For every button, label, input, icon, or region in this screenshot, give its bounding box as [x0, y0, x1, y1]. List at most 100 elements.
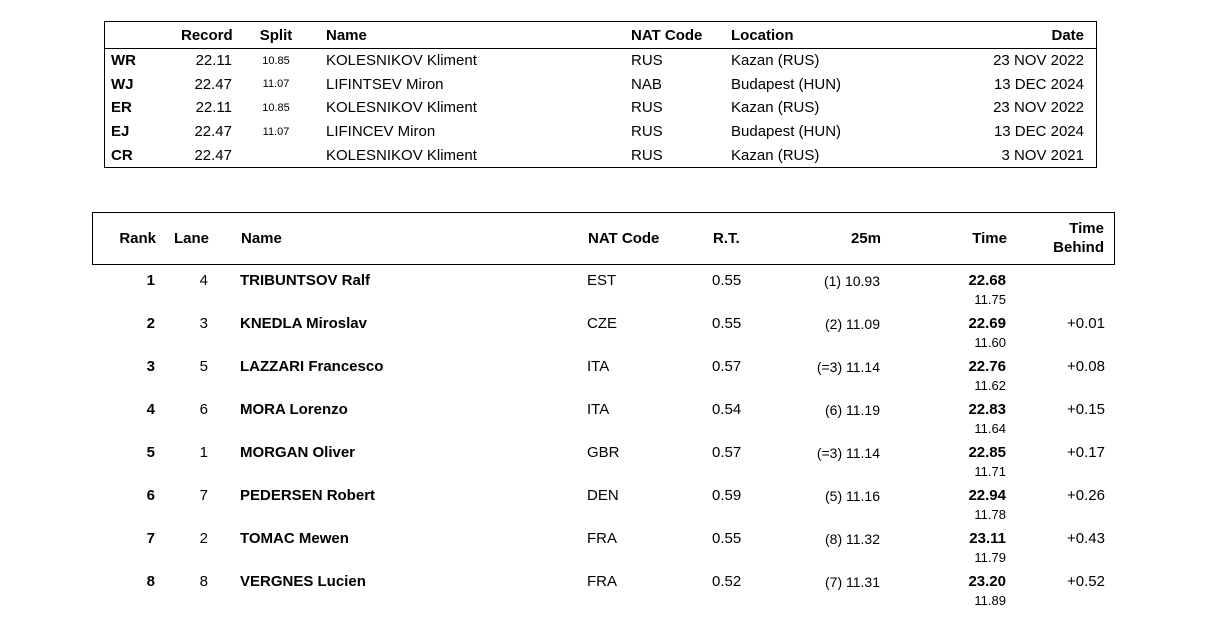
result-row: 1 4 TRIBUNTSOV Ralf EST 0.55 (1) 10.93 2… [92, 272, 1115, 315]
record-row-ej: EJ 22.47 11.07 LIFINCEV Miron RUS Budape… [105, 120, 1096, 144]
25m-split-cell: (7) 11.31 [825, 574, 880, 590]
results-table: Rank Lane Name NAT Code R.T. 25m Time Ti… [92, 212, 1115, 616]
record-date: 13 DEC 2024 [993, 123, 1084, 141]
final-time: 22.76 [968, 358, 1006, 375]
reaction-time-cell: 0.57 [712, 358, 742, 375]
swimmer-name-cell: MORGAN Oliver [240, 444, 356, 461]
final-time: 22.94 [968, 487, 1006, 504]
time-behind-cell: +0.43 [1067, 530, 1105, 547]
nat-code-cell: ITA [587, 401, 610, 418]
records-header-row: Record Split Name NAT Code Location Date [105, 22, 1096, 49]
reaction-time-cell: 0.55 [712, 530, 742, 547]
lane-cell: 5 [199, 358, 208, 375]
records-table: Record Split Name NAT Code Location Date… [104, 21, 1097, 168]
record-label: WJ [111, 75, 134, 93]
time-cell: 22.69 11.60 [892, 315, 1012, 350]
result-row: 6 7 PEDERSEN Robert DEN 0.59 (5) 11.16 2… [92, 487, 1115, 530]
record-time: 22.47 [194, 123, 232, 141]
results-header-lane: Lane [173, 230, 209, 247]
second-lap-split: 11.62 [974, 378, 1006, 393]
time-behind-cell: +0.15 [1067, 401, 1105, 418]
record-location: Kazan (RUS) [731, 146, 820, 164]
time-behind-cell: +0.01 [1067, 315, 1105, 332]
nat-code-cell: ITA [587, 358, 610, 375]
swimmer-name-cell: PEDERSEN Robert [240, 487, 376, 504]
rank-cell: 3 [146, 358, 155, 375]
swimmer-name-cell: TOMAC Mewen [240, 530, 349, 547]
results-header-rank: Rank [119, 230, 156, 247]
time-cell: 22.76 11.62 [892, 358, 1012, 393]
result-row: 4 6 MORA Lorenzo ITA 0.54 (6) 11.19 22.8… [92, 401, 1115, 444]
record-time: 22.11 [195, 99, 232, 117]
record-holder-name: KOLESNIKOV Kliment [326, 146, 477, 164]
second-lap-split: 11.89 [974, 593, 1006, 608]
reaction-time-cell: 0.57 [712, 444, 742, 461]
rank-cell: 7 [146, 530, 155, 547]
record-row-cr: CR 22.47 KOLESNIKOV Kliment RUS Kazan (R… [105, 143, 1096, 167]
record-split: 10.85 [262, 101, 290, 114]
record-nat-code: RUS [631, 99, 663, 117]
final-time: 22.69 [968, 315, 1006, 332]
record-row-wr: WR 22.11 10.85 KOLESNIKOV Kliment RUS Ka… [105, 49, 1096, 73]
result-row: 2 3 KNEDLA Miroslav CZE 0.55 (2) 11.09 2… [92, 315, 1115, 358]
time-behind-cell: +0.08 [1067, 358, 1105, 375]
final-time: 22.85 [968, 444, 1006, 461]
results-header-time-behind: Time Behind [1053, 219, 1104, 256]
record-time: 22.11 [195, 52, 232, 70]
rank-cell: 6 [146, 487, 155, 504]
record-location: Budapest (HUN) [731, 75, 842, 93]
record-location: Kazan (RUS) [731, 99, 820, 117]
time-cell: 22.94 11.78 [892, 487, 1012, 522]
results-header-nat-code: NAT Code [588, 230, 660, 247]
swimmer-name-cell: LAZZARI Francesco [240, 358, 384, 375]
results-body: 1 4 TRIBUNTSOV Ralf EST 0.55 (1) 10.93 2… [92, 265, 1115, 616]
results-header-25m: 25m [850, 230, 881, 247]
record-row-er: ER 22.11 10.85 KOLESNIKOV Kliment RUS Ka… [105, 96, 1096, 120]
second-lap-split: 11.78 [974, 507, 1006, 522]
results-header-time: Time [972, 230, 1007, 247]
record-nat-code: NAB [631, 75, 662, 93]
record-row-wj: WJ 22.47 11.07 LIFINTSEV Miron NAB Budap… [105, 73, 1096, 97]
lane-cell: 3 [199, 315, 208, 332]
rank-cell: 1 [146, 272, 155, 289]
results-header-reaction-time: R.T. [713, 230, 740, 247]
swimmer-name-cell: MORA Lorenzo [240, 401, 348, 418]
second-lap-split: 11.71 [974, 464, 1006, 479]
time-cell: 22.68 11.75 [892, 272, 1012, 307]
record-time: 22.47 [194, 75, 232, 93]
results-header-row: Rank Lane Name NAT Code R.T. 25m Time Ti… [92, 212, 1115, 265]
record-location: Budapest (HUN) [731, 123, 842, 141]
results-header-name: Name [241, 230, 282, 247]
swimmer-name-cell: KNEDLA Miroslav [240, 315, 367, 332]
record-location: Kazan (RUS) [731, 52, 820, 70]
25m-split-cell: (1) 10.93 [823, 273, 880, 289]
nat-code-cell: CZE [587, 315, 617, 332]
25m-split-cell: (6) 11.19 [825, 402, 880, 418]
record-nat-code: RUS [631, 52, 663, 70]
nat-code-cell: FRA [587, 530, 617, 547]
result-row: 8 8 VERGNES Lucien FRA 0.52 (7) 11.31 23… [92, 573, 1115, 616]
record-time: 22.47 [194, 146, 232, 164]
reaction-time-cell: 0.52 [712, 573, 742, 590]
nat-code-cell: EST [587, 272, 617, 289]
records-header-name: Name [326, 26, 367, 44]
25m-split-cell: (2) 11.09 [825, 316, 880, 332]
records-header-nat-code: NAT Code [631, 26, 703, 44]
25m-split-cell: (5) 11.16 [825, 488, 880, 504]
record-nat-code: RUS [631, 123, 663, 141]
reaction-time-cell: 0.59 [712, 487, 742, 504]
record-label: CR [111, 146, 133, 164]
record-holder-name: KOLESNIKOV Kliment [326, 99, 477, 117]
record-split: 11.07 [262, 125, 290, 138]
lane-cell: 2 [199, 530, 208, 547]
record-date: 23 NOV 2022 [993, 99, 1084, 117]
second-lap-split: 11.75 [974, 292, 1006, 307]
second-lap-split: 11.60 [974, 335, 1006, 350]
result-row: 3 5 LAZZARI Francesco ITA 0.57 (=3) 11.1… [92, 358, 1115, 401]
time-cell: 22.83 11.64 [892, 401, 1012, 436]
second-lap-split: 11.64 [974, 421, 1006, 436]
record-date: 13 DEC 2024 [993, 75, 1084, 93]
time-cell: 22.85 11.71 [892, 444, 1012, 479]
record-holder-name: KOLESNIKOV Kliment [326, 52, 477, 70]
